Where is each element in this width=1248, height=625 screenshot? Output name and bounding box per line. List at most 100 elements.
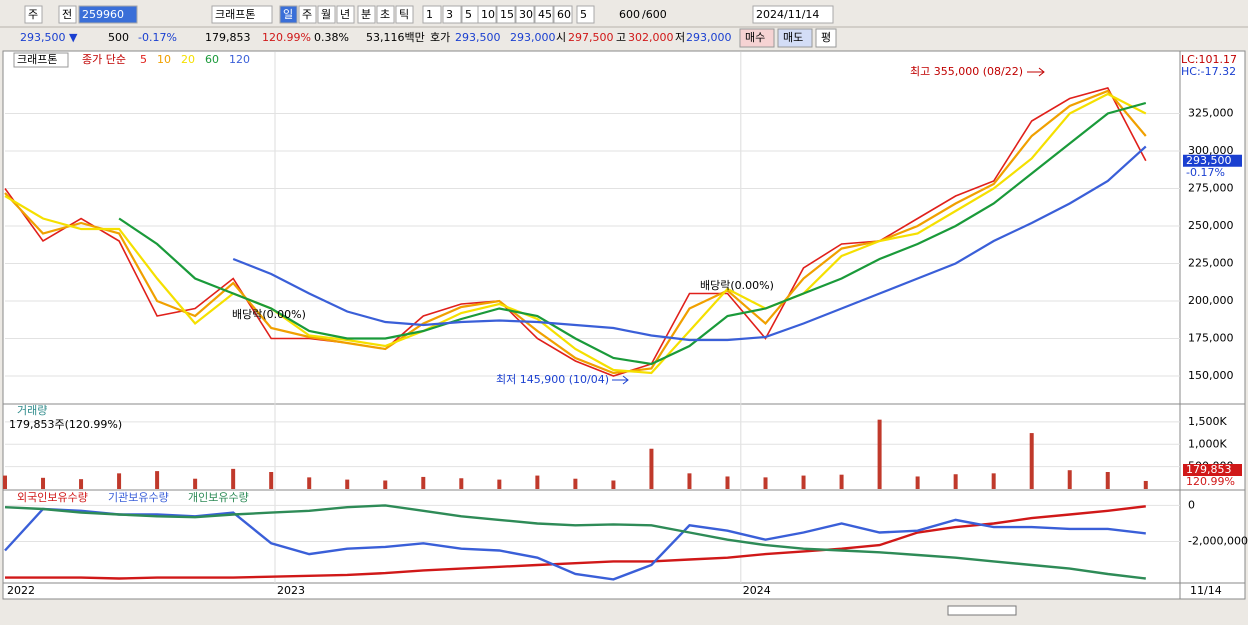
y-tick-label: 250,000 [1188, 219, 1234, 232]
series-line [232, 145, 1147, 342]
volume-bar [953, 474, 958, 489]
series-line [118, 101, 1147, 366]
toolbar-button[interactable] [496, 5, 516, 24]
x-tick-label: 2022 [7, 584, 35, 597]
toolbar-label[interactable]: 5 [465, 8, 472, 21]
volume-bar [231, 468, 236, 489]
toolbar-label[interactable]: 년 [340, 8, 350, 21]
toolbar-button[interactable] [422, 5, 442, 24]
right-label: LC:101.17 [1181, 53, 1237, 66]
toolbar-label[interactable]: 3 [446, 8, 453, 21]
toolbar-label[interactable]: 주 [28, 8, 38, 21]
legend-entry: 기관보유수량 [108, 491, 169, 504]
y-tick-label: 200,000 [1188, 294, 1234, 307]
title-box [13, 52, 69, 68]
quote-text: 293,500 [455, 31, 501, 44]
scrollbar[interactable] [0, 601, 1248, 621]
right-label: HC:-17.32 [1181, 65, 1236, 78]
toolbar-label[interactable]: 259960 [82, 8, 124, 21]
toolbar-button[interactable] [24, 5, 43, 24]
toolbar-label[interactable]: 틱 [399, 8, 409, 21]
toolbar-label[interactable]: 60 [557, 8, 571, 21]
y-tick-label: -2,000,000 [1188, 535, 1248, 548]
toolbar-button[interactable] [515, 5, 535, 24]
toolbar-label[interactable]: 일 [283, 7, 293, 21]
chart-subtitle: 179,853주(120.99%) [9, 418, 122, 431]
quote-text: 120.99% [262, 31, 311, 44]
arrow [612, 375, 629, 385]
toolbar-label[interactable]: 45 [538, 8, 552, 21]
sell-button[interactable] [777, 28, 813, 48]
volume-bar [573, 478, 578, 489]
toolbar-button[interactable] [534, 5, 554, 24]
legend-entry: 외국인보유수량 [17, 491, 88, 504]
toolbar-label[interactable]: 2024/11/14 [756, 8, 819, 21]
volume-bar [1029, 433, 1034, 489]
last-volume-box [1183, 464, 1242, 476]
toolbar-button[interactable] [317, 5, 336, 24]
toolbar-button[interactable] [336, 5, 355, 24]
toolbar-button[interactable] [752, 5, 834, 24]
buy-button[interactable] [739, 28, 775, 48]
quote-text[interactable]: 매수 [745, 31, 765, 44]
quote-text: 302,000 [628, 31, 674, 44]
last-price-box [1183, 154, 1242, 167]
series-line [5, 505, 1146, 580]
last-volume-pct: 120.99% [1186, 475, 1235, 488]
quote-text[interactable]: 매도 [783, 31, 803, 44]
toolbar-label[interactable]: 30 [519, 8, 533, 21]
toolbar-button[interactable] [553, 5, 573, 24]
volume-bar [801, 475, 806, 489]
toolbar-button[interactable] [279, 5, 298, 24]
toolbar-label[interactable]: 크래프톤 [215, 8, 255, 21]
volume-bar [877, 419, 882, 489]
annotation: 최고 355,000 (08/22) [910, 65, 1023, 78]
toolbar-label[interactable]: 초 [380, 8, 390, 21]
toolbar-button[interactable] [78, 5, 138, 24]
volume-bar [269, 472, 274, 489]
toolbar-label[interactable]: 15 [500, 8, 514, 21]
toolbar-button[interactable] [298, 5, 317, 24]
toolbar-button[interactable] [376, 5, 395, 24]
legend-entry: 60 [205, 53, 219, 66]
toolbar-label[interactable]: 600 [619, 8, 640, 21]
annotation: 배당락(0.00%) [700, 279, 774, 292]
series-line [4, 504, 1146, 580]
y-tick-label: 325,000 [1188, 107, 1234, 120]
quote-text: 0.38% [314, 31, 349, 44]
y-tick-label: 150,000 [1188, 369, 1234, 382]
volume-bar [1105, 472, 1110, 489]
volume-bar [459, 478, 464, 489]
quote-text: 293,500 ▼ [20, 31, 78, 44]
toolbar-button[interactable] [211, 5, 273, 24]
series-line [4, 89, 1147, 375]
toolbar-label[interactable]: 주 [302, 8, 312, 21]
toolbar-button[interactable] [357, 5, 376, 24]
zoom-slider[interactable] [947, 605, 1017, 616]
avg-button[interactable] [815, 28, 837, 48]
annotation: 최저 145,900 (10/04) [496, 373, 609, 386]
toolbar-button[interactable] [395, 5, 414, 24]
quote-text: 293,000 [510, 31, 556, 44]
volume-bar [383, 480, 388, 489]
toolbar-button[interactable] [58, 5, 77, 24]
quote-text[interactable]: 평 [821, 31, 831, 44]
toolbar-button[interactable] [442, 5, 462, 24]
toolbar-label[interactable]: 월 [321, 8, 331, 21]
x-tick-label: 2023 [277, 584, 305, 597]
toolbar-button[interactable] [576, 5, 595, 24]
toolbar-button[interactable] [477, 5, 497, 24]
y-tick-label: 1,500K [1188, 415, 1227, 428]
toolbar-label[interactable]: 5 [580, 8, 587, 21]
quote-text: 297,500 [568, 31, 614, 44]
toolbar-label[interactable]: 분 [361, 8, 371, 21]
chart-title: 크래프톤 [17, 53, 57, 66]
toolbar-label[interactable]: 1 [426, 8, 433, 21]
toolbar-label[interactable]: /600 [642, 8, 667, 21]
toolbar-label[interactable]: 10 [481, 8, 495, 21]
volume-bar [649, 448, 654, 489]
toolbar-label[interactable]: 전 [62, 8, 72, 21]
volume-bar [345, 479, 350, 489]
